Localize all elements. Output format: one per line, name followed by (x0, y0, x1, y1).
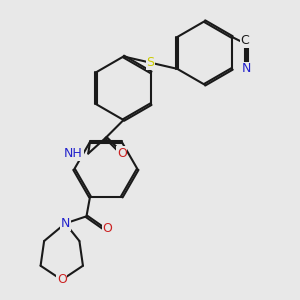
Text: S: S (146, 56, 154, 69)
Text: O: O (103, 222, 112, 235)
Text: O: O (57, 273, 67, 286)
Text: C: C (240, 34, 249, 47)
Text: N: N (242, 62, 251, 75)
Text: NH: NH (64, 147, 83, 160)
Text: O: O (117, 147, 127, 160)
Text: N: N (61, 217, 70, 230)
